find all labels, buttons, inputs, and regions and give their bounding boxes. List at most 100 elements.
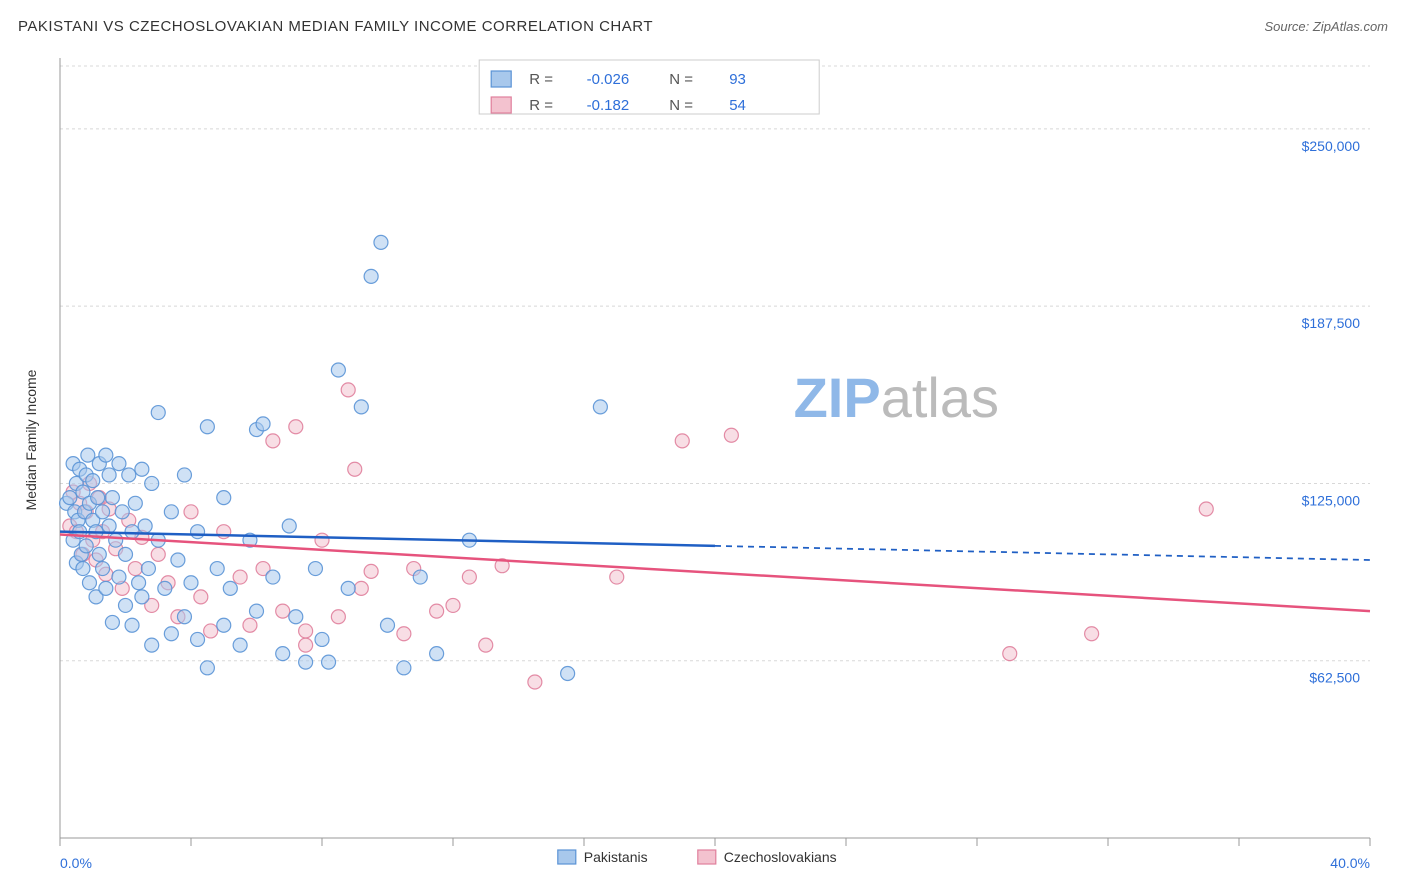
data-point [82,576,96,590]
data-point [200,661,214,675]
y-axis-title: Median Family Income [23,369,39,510]
data-point [315,533,329,547]
data-point [109,533,123,547]
data-point [217,618,231,632]
data-point [561,666,575,680]
data-point [99,448,113,462]
data-point [276,647,290,661]
data-point [128,562,142,576]
data-point [1199,502,1213,516]
data-point [99,581,113,595]
data-point [210,562,224,576]
data-point [194,590,208,604]
data-point [315,632,329,646]
data-point [413,570,427,584]
data-point [96,562,110,576]
chart-title: PAKISTANI VS CZECHOSLOVAKIAN MEDIAN FAMI… [18,18,653,35]
data-point [354,581,368,595]
svg-text:93: 93 [729,71,746,88]
data-point [331,610,345,624]
data-point [128,496,142,510]
chart-area: $62,500$125,000$187,500$250,0000.0%40.0%… [18,48,1388,882]
y-tick-label: $250,000 [1302,138,1361,154]
data-point [204,624,218,638]
data-point [135,462,149,476]
data-point [105,615,119,629]
data-point [141,562,155,576]
data-point [164,627,178,641]
data-point [462,570,476,584]
data-point [299,655,313,669]
data-point [299,638,313,652]
data-point [341,581,355,595]
data-point [184,505,198,519]
svg-text:R =: R = [529,71,553,88]
data-point [177,610,191,624]
svg-text:N =: N = [669,71,693,88]
data-point [151,406,165,420]
data-point [266,570,280,584]
data-point [381,618,395,632]
svg-text:-0.026: -0.026 [587,71,630,88]
data-point [289,610,303,624]
data-point [430,604,444,618]
data-point [79,539,93,553]
data-point [200,420,214,434]
legend-label: Pakistanis [584,849,648,865]
svg-text:N =: N = [669,97,693,114]
data-point [86,474,100,488]
data-point [364,269,378,283]
data-point [112,570,126,584]
data-point [528,675,542,689]
data-point [105,491,119,505]
data-point [374,235,388,249]
data-point [164,505,178,519]
data-point [724,428,738,442]
data-point [282,519,296,533]
data-point [135,590,149,604]
data-point [76,562,90,576]
data-point [191,632,205,646]
data-point [331,363,345,377]
data-point [430,647,444,661]
data-point [92,547,106,561]
data-point [341,383,355,397]
data-point [112,457,126,471]
data-point [223,581,237,595]
data-point [308,562,322,576]
data-point [243,618,257,632]
data-point [151,547,165,561]
data-point [299,624,313,638]
data-point [119,547,133,561]
data-point [397,661,411,675]
source-attribution: Source: ZipAtlas.com [1264,19,1388,34]
data-point [348,462,362,476]
svg-text:-0.182: -0.182 [587,97,630,114]
data-point [96,505,110,519]
data-point [119,598,133,612]
data-point [102,468,116,482]
data-point [217,491,231,505]
data-point [322,655,336,669]
y-tick-label: $62,500 [1309,670,1360,686]
data-point [289,420,303,434]
data-point [184,576,198,590]
data-point [145,638,159,652]
data-point [171,553,185,567]
data-point [158,581,172,595]
data-point [256,417,270,431]
data-point [250,604,264,618]
data-point [115,505,129,519]
svg-text:R =: R = [529,97,553,114]
data-point [479,638,493,652]
data-point [177,468,191,482]
legend-label: Czechoslovakians [724,849,837,865]
legend-swatch [558,850,576,864]
data-point [145,476,159,490]
data-point [675,434,689,448]
data-point [132,576,146,590]
data-point [276,604,290,618]
legend-swatch [698,850,716,864]
data-point [610,570,624,584]
data-point [191,525,205,539]
